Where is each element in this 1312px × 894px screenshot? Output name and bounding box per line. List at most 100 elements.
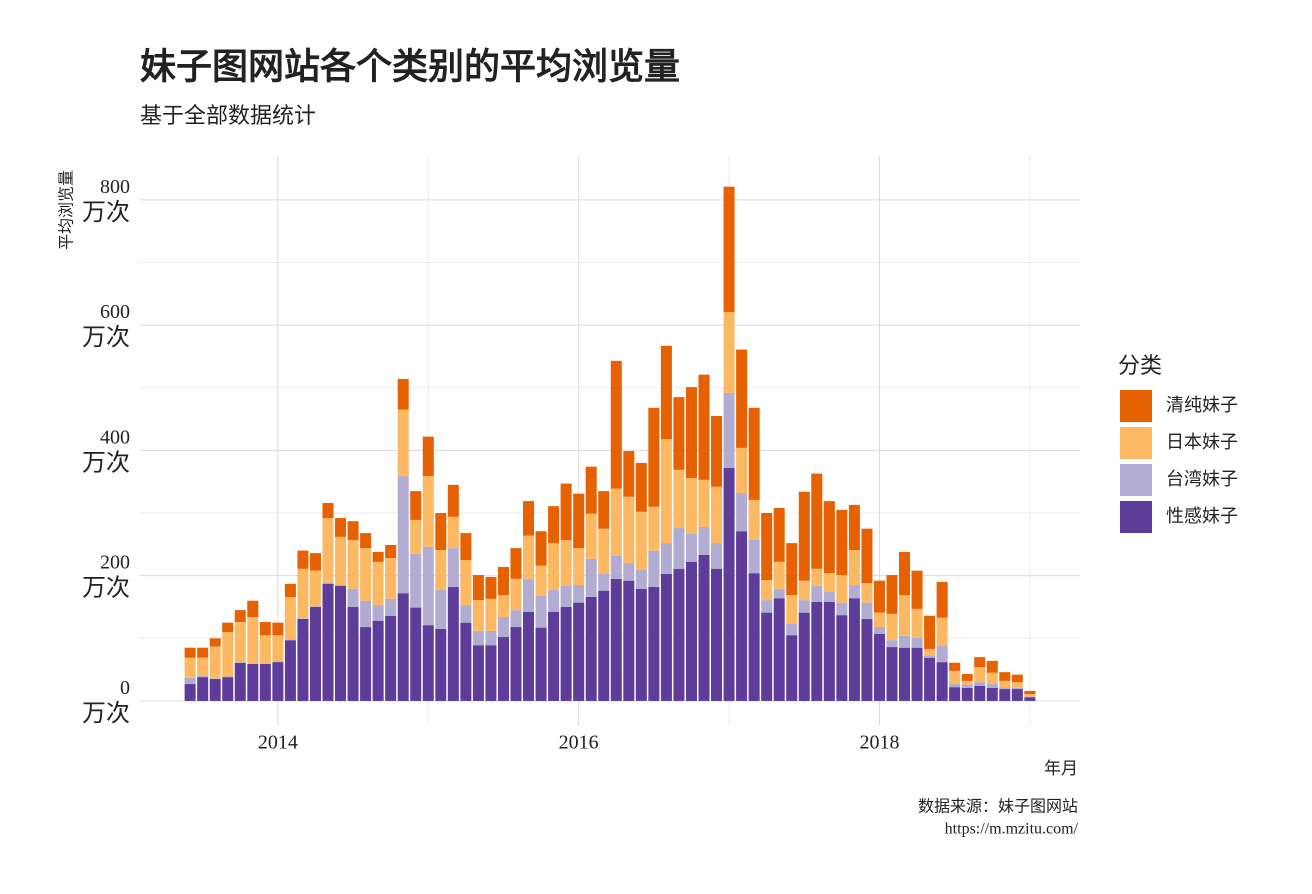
bar-segment	[472, 575, 484, 601]
bar-segment	[548, 590, 560, 612]
bar-segment	[685, 387, 697, 478]
bar-segment	[510, 610, 522, 628]
bar-segment	[573, 585, 585, 603]
legend-label: 日本妹子	[1166, 432, 1238, 452]
bar-segment	[773, 588, 785, 599]
bar-segment	[284, 640, 296, 701]
bar-segment	[598, 491, 610, 529]
bar-segment	[836, 575, 848, 603]
bar-segment	[1011, 687, 1023, 690]
bar-segment	[309, 606, 321, 701]
bar-segment	[284, 596, 296, 640]
bar-segment	[535, 565, 547, 596]
bar-segment	[986, 672, 998, 685]
chart-title: 妹子图网站各个类别的平均浏览量	[140, 46, 680, 86]
bar-segment	[397, 593, 409, 701]
bar-segment	[999, 680, 1011, 688]
chart-subtitle: 基于全部数据统计	[140, 103, 316, 128]
bar-segment	[986, 687, 998, 701]
bar-segment	[184, 677, 196, 685]
bar-segment	[460, 533, 472, 561]
bar-segment	[360, 548, 372, 601]
bar-segment	[623, 496, 635, 564]
bar-segment	[209, 646, 221, 679]
bar-segment	[811, 601, 823, 701]
bar-segment	[660, 543, 672, 574]
bar-segment	[986, 684, 998, 688]
bar-segment	[234, 662, 246, 701]
bar-segment	[723, 392, 735, 468]
bar-segment	[798, 600, 810, 613]
bar-segment	[184, 657, 196, 678]
x-tick-label: 2018	[859, 732, 899, 754]
bar-segment	[335, 518, 347, 537]
bar-segment	[297, 568, 309, 619]
bar-segment	[460, 560, 472, 606]
bar-segment	[309, 606, 321, 607]
bar-segment	[272, 661, 284, 663]
bar-segment	[899, 595, 911, 636]
bar-segment	[197, 657, 209, 676]
bar-segment	[1024, 690, 1036, 695]
bar-segment	[360, 600, 372, 628]
bar-segment	[272, 662, 284, 701]
bar-segment	[435, 549, 447, 591]
bar-segment	[635, 511, 647, 571]
bar-segment	[385, 544, 397, 559]
bar-segment	[410, 519, 422, 554]
bar-segment	[209, 678, 221, 680]
legend-swatch	[1120, 427, 1152, 459]
bar-segment	[322, 583, 334, 701]
bar-segment	[786, 635, 798, 701]
bar-segment	[673, 469, 685, 529]
bar-segment	[899, 551, 911, 596]
bar-segment	[999, 687, 1011, 690]
bar-segment	[385, 615, 397, 701]
bar-segment	[335, 585, 347, 701]
legend-label: 性感妹子	[1166, 506, 1238, 526]
bar-segment	[673, 528, 685, 569]
bar-segment	[949, 670, 961, 685]
bar-segment	[635, 588, 647, 701]
bar-segment	[974, 657, 986, 668]
bar-segment	[197, 677, 209, 701]
bar-segment	[385, 558, 397, 599]
bar-segment	[548, 612, 560, 701]
bar-segment	[598, 590, 610, 701]
bar-segment	[297, 618, 309, 701]
bar-segment	[974, 682, 986, 686]
legend-swatch	[1120, 390, 1152, 422]
bar-segment	[660, 345, 672, 440]
bar-segment	[335, 585, 347, 586]
bar-segment	[234, 610, 246, 623]
bar-segment	[247, 600, 259, 618]
bar-segment	[497, 595, 509, 618]
legend-title: 分类	[1118, 353, 1162, 378]
bar-segment	[284, 639, 296, 641]
bar-segment	[873, 580, 885, 613]
bar-segment	[711, 568, 723, 701]
y-tick-label: 0 万次	[82, 677, 130, 727]
bar-segment	[999, 672, 1011, 681]
legend-label: 清纯妹子	[1166, 395, 1238, 415]
bar-segment	[397, 378, 409, 410]
bar-segment	[259, 622, 271, 636]
bar-segment	[598, 528, 610, 574]
bar-segment	[472, 645, 484, 701]
bar-segment	[711, 486, 723, 544]
bar-segment	[523, 578, 535, 612]
bar-segment	[585, 466, 597, 514]
bar-segment	[247, 663, 259, 664]
bar-segment	[773, 561, 785, 589]
bar-segment	[899, 647, 911, 701]
bar-segment	[447, 586, 459, 701]
bar-segment	[886, 640, 898, 648]
bar-segment	[660, 573, 672, 701]
bar-segment	[560, 606, 572, 701]
bar-segment	[322, 503, 334, 519]
bar-segment	[209, 638, 221, 647]
bar-segment	[698, 374, 710, 480]
caption: https://m.mzitu.com/	[945, 821, 1079, 838]
bar-segment	[435, 628, 447, 701]
bar-segment	[848, 549, 860, 586]
